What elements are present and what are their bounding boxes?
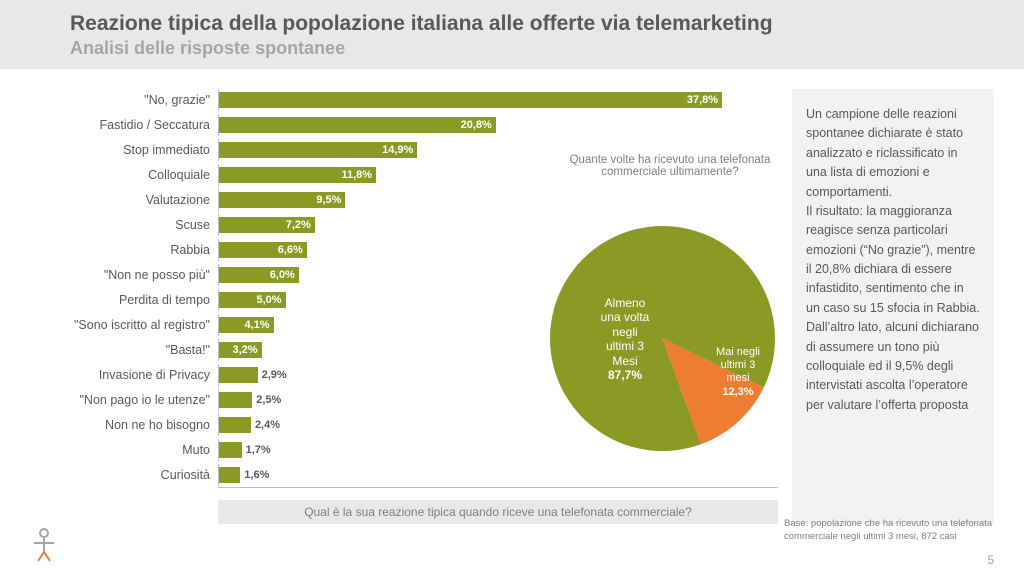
bar: 14,9% [219, 142, 417, 158]
bar: 9,5% [219, 192, 345, 208]
bar-label: "Basta!" [70, 343, 218, 357]
bar: 5,0% [219, 292, 286, 308]
bar-label: Fastidio / Seccatura [70, 118, 218, 132]
page-subtitle: Analisi delle risposte spontanee [70, 38, 994, 59]
bar: 37,8% [219, 92, 722, 108]
bar-label: "Sono iscritto al registro" [70, 318, 218, 332]
side-commentary: Un campione delle reazioni spontanee dic… [792, 89, 994, 524]
bar: 20,8% [219, 117, 496, 133]
bar: 11,8% [219, 167, 376, 183]
bar: 2,4% [219, 417, 251, 433]
bar-label: Stop immediato [70, 143, 218, 157]
pie-chart: Quante volte ha ricevuto una telefonata … [520, 184, 780, 409]
bar-label: Scuse [70, 218, 218, 232]
bar: 6,6% [219, 242, 307, 258]
page-title: Reazione tipica della popolazione italia… [70, 12, 994, 36]
bar-value: 1,6% [240, 469, 269, 481]
footnote: Base: popolazione che ha ricevuto una te… [784, 518, 994, 543]
bar-value: 5,0% [256, 294, 285, 306]
bar: 7,2% [219, 217, 315, 233]
bar-value: 2,5% [252, 394, 281, 406]
bar: 6,0% [219, 267, 299, 283]
bar-track: 37,8% [218, 89, 778, 111]
bar-label: Muto [70, 443, 218, 457]
pie-label-minor: Mai negliultimi 3mesi12,3% [698, 346, 778, 399]
bar-label: Colloquiale [70, 168, 218, 182]
bar-value: 1,7% [242, 444, 271, 456]
bar-value: 7,2% [286, 219, 315, 231]
bar: 1,6% [219, 467, 240, 483]
bar-label: "Non ne posso più" [70, 268, 218, 282]
bar-row: Fastidio / Seccatura 20,8% [70, 114, 778, 136]
header: Reazione tipica della popolazione italia… [0, 0, 1024, 69]
bar-value: 3,2% [233, 344, 262, 356]
bar-chart-question: Qual è la sua reazione tipica quando ric… [218, 500, 778, 524]
bar-track: 20,8% [218, 114, 778, 136]
bar-track: 1,6% [218, 464, 778, 486]
bar-label: "No, grazie" [70, 93, 218, 107]
bar-row: "No, grazie" 37,8% [70, 89, 778, 111]
bar-value: 2,4% [251, 419, 280, 431]
pie-label-major: Almenouna voltanegliultimi 3Mesi87,7% [570, 296, 680, 382]
slide: Reazione tipica della popolazione italia… [0, 0, 1024, 577]
bar-value: 2,9% [258, 369, 287, 381]
bar-value: 6,6% [278, 244, 307, 256]
bar-value: 6,0% [270, 269, 299, 281]
bar: 2,9% [219, 367, 258, 383]
bar-label: Perdita di tempo [70, 293, 218, 307]
bar-chart: "No, grazie" 37,8% Fastidio / Seccatura 20,… [70, 89, 778, 524]
bar-value: 37,8% [687, 94, 722, 106]
bar: 2,5% [219, 392, 252, 408]
person-icon [30, 528, 58, 567]
pie-chart-question: Quante volte ha ricevuto una telefonata … [550, 154, 790, 178]
bar-row: Curiosità1,6% [70, 464, 778, 486]
bar-label: Non ne ho bisogno [70, 418, 218, 432]
bar-label: Rabbia [70, 243, 218, 257]
page-number: 5 [987, 553, 994, 567]
bar-value: 11,8% [341, 169, 376, 181]
bar-label: "Non pago io le utenze" [70, 393, 218, 407]
bar-value: 20,8% [461, 119, 496, 131]
bar-label: Valutazione [70, 193, 218, 207]
bar-label: Invasione di Privacy [70, 368, 218, 382]
bar: 4,1% [219, 317, 274, 333]
bar-label: Curiosità [70, 468, 218, 482]
bar-value: 9,5% [316, 194, 345, 206]
bar: 1,7% [219, 442, 242, 458]
bar: 3,2% [219, 342, 262, 358]
content: "No, grazie" 37,8% Fastidio / Seccatura 20,… [0, 69, 1024, 524]
bar-value: 4,1% [244, 319, 273, 331]
bar-value: 14,9% [382, 144, 417, 156]
